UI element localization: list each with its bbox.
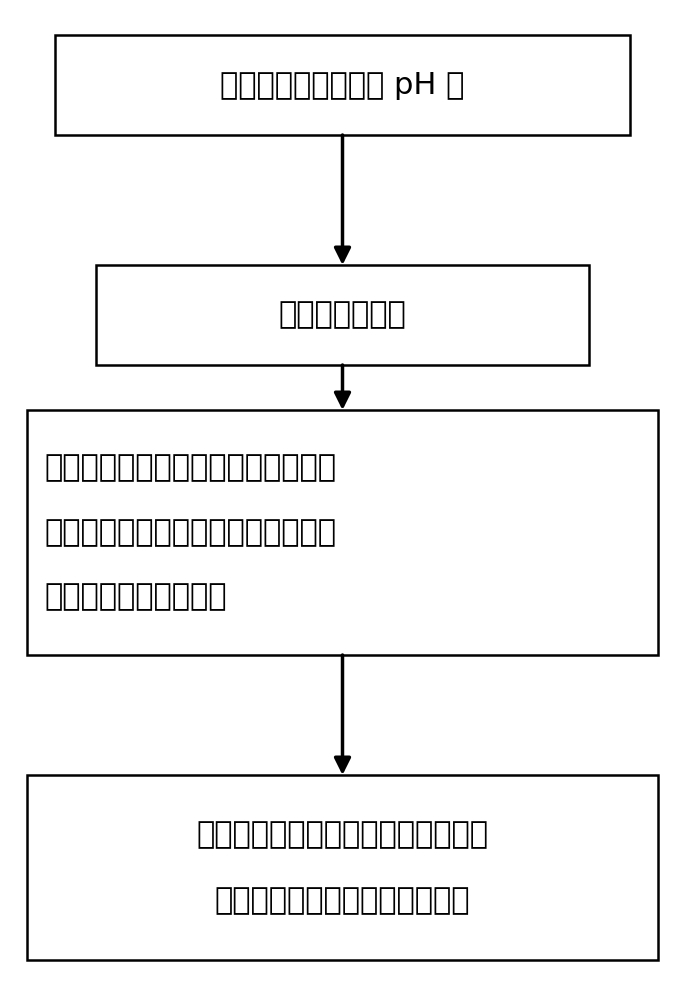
- Text: 盐还原菌菌群、三价铁还原菌菌群和: 盐还原菌菌群、三价铁还原菌菌群和: [45, 518, 336, 547]
- Text: 活化土著微生物: 活化土著微生物: [279, 300, 406, 330]
- Bar: [27, 410, 658, 655]
- Text: 硫酸盐还原菌菌群演化: 硫酸盐还原菌菌群演化: [45, 582, 227, 611]
- Text: 的铀浓度降至国家排放标准以下: 的铀浓度降至国家排放标准以下: [215, 886, 470, 915]
- Text: 调节铀污染地下水的 pH 值: 调节铀污染地下水的 pH 值: [221, 70, 464, 100]
- Bar: [96, 265, 589, 365]
- Text: 持续调控微生物菌群，直至地下水中: 持续调控微生物菌群，直至地下水中: [197, 820, 488, 849]
- Bar: [27, 775, 658, 960]
- Bar: [55, 35, 630, 135]
- Text: 调控微生物群落，加速其先后向硝酸: 调控微生物群落，加速其先后向硝酸: [45, 454, 336, 483]
